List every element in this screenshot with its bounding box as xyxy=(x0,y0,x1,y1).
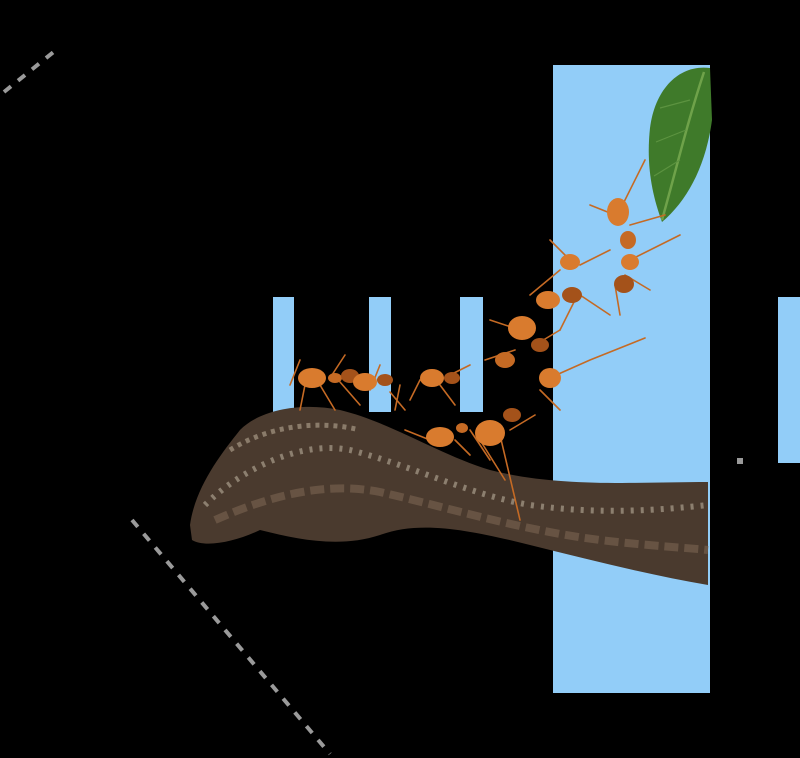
ant-icon xyxy=(508,316,549,352)
ant-icon xyxy=(426,423,468,447)
ants xyxy=(298,198,639,447)
ant-icon xyxy=(536,287,582,309)
dashed-line-top-left xyxy=(2,48,58,94)
ant-icon xyxy=(614,254,639,293)
ant-icon xyxy=(298,368,359,388)
dashed-line-bottom-left xyxy=(130,518,332,756)
decorative-dashes xyxy=(2,48,332,756)
ant-icon xyxy=(420,369,460,387)
ant-icon xyxy=(495,352,515,368)
branch-icon xyxy=(190,406,709,585)
blue-bar-1 xyxy=(273,297,294,412)
decorative-dot xyxy=(737,458,743,464)
ant-icon xyxy=(539,368,561,388)
blue-bar-5 xyxy=(778,297,800,463)
blue-bar-3 xyxy=(460,297,483,412)
blue-bar-2 xyxy=(369,297,391,412)
leaf-icon xyxy=(648,67,712,222)
ant-icon xyxy=(607,198,636,249)
ant-icon xyxy=(475,408,521,446)
ant-icon xyxy=(560,254,580,270)
ant-icon xyxy=(353,373,393,391)
